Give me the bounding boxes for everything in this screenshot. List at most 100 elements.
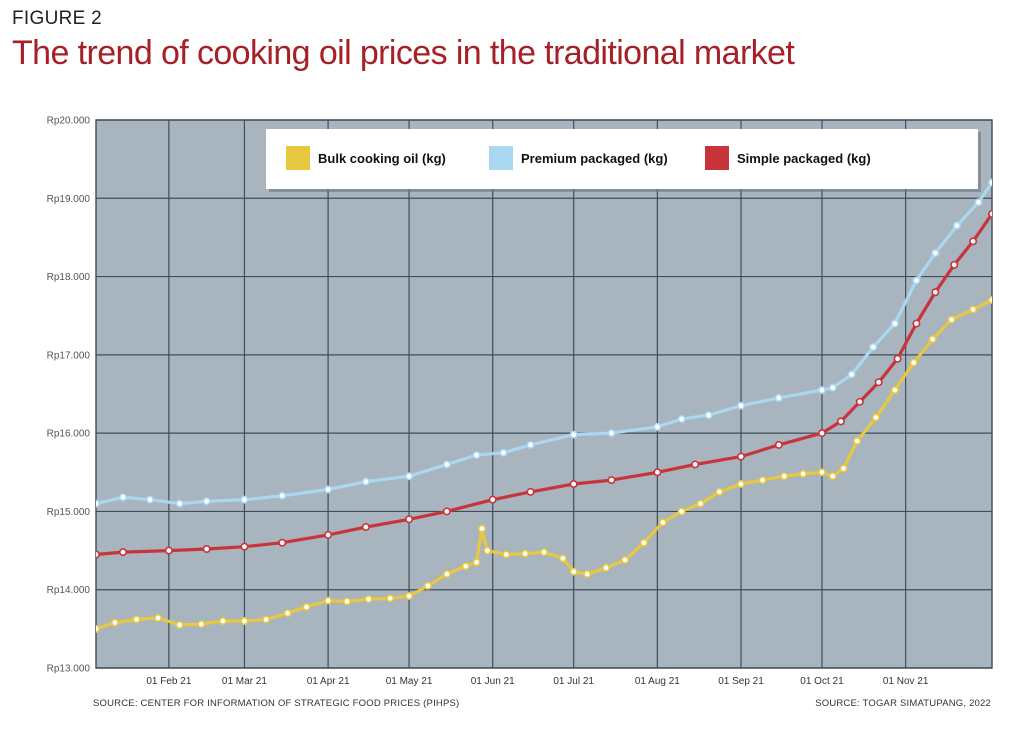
source-left: SOURCE: CENTER FOR INFORMATION OF STRATE… [93,698,460,709]
data-point [302,602,311,611]
data-point [828,472,837,481]
data-point [909,358,918,367]
data-point [569,480,578,489]
data-point [278,491,287,500]
data-point [145,495,154,504]
data-point [620,555,629,564]
data-point [488,495,497,504]
data-point [558,554,567,563]
series-2 [96,209,992,559]
data-point [607,476,616,485]
data-point [677,507,686,516]
data-point [405,472,414,481]
series-line [96,212,992,557]
legend-swatch [286,146,310,170]
data-point [386,594,395,603]
data-point [361,477,370,486]
data-point [871,413,880,422]
data-point [154,613,163,622]
data-point [988,209,992,218]
data-point [817,468,826,477]
data-point [472,558,481,567]
legend-label: Bulk cooking oil (kg) [318,151,446,166]
x-tick-label: 01 Sep 21 [718,676,764,687]
data-point [278,538,287,547]
data-point [799,469,808,478]
data-point [164,546,173,555]
data-point [839,464,848,473]
data-point [969,305,978,314]
data-point [869,343,878,352]
plot-border [95,119,993,669]
data-point [499,448,508,457]
y-tick-label: Rp17.000 [47,350,91,361]
data-point [828,383,837,392]
data-point [202,497,211,506]
data-point [442,570,451,579]
data-point [262,615,271,624]
data-point [737,480,746,489]
data-point [96,499,100,508]
data-point [931,249,940,258]
y-tick-label: Rp14.000 [47,585,91,596]
data-point [405,591,414,600]
data-point [283,609,292,618]
legend-swatch [705,146,729,170]
data-point [110,618,119,627]
data-point [521,549,530,558]
data-point [969,237,978,246]
series-0 [96,296,992,633]
data-point [653,468,662,477]
chart-title: The trend of cooking oil prices in the t… [12,34,795,72]
data-point [653,422,662,431]
data-point [483,546,492,555]
x-tick-label: 01 May 21 [386,676,433,687]
data-point [715,487,724,496]
y-tick-label: Rp13.000 [47,664,91,675]
data-point [890,319,899,328]
data-point [132,615,141,624]
data-point [602,563,611,572]
x-tick-label: 01 Apr 21 [307,676,350,687]
data-point [988,296,992,305]
data-point [912,319,921,328]
data-point [442,507,451,516]
data-point [817,429,826,438]
data-point [988,178,992,187]
legend-label: Premium packaged (kg) [521,151,668,166]
data-point [774,440,783,449]
data-point [928,335,937,344]
data-point [423,581,432,590]
x-tick-label: 01 Jun 21 [471,676,515,687]
data-point [931,288,940,297]
y-tick-label: Rp18.000 [47,272,91,283]
data-point [737,452,746,461]
figure-label: FIGURE 2 [12,8,103,29]
data-point [780,472,789,481]
data-point [639,538,648,547]
data-point [847,370,856,379]
data-point [526,487,535,496]
data-point [202,545,211,554]
data-point [947,315,956,324]
data-point [526,440,535,449]
data-point [539,548,548,557]
data-point [817,386,826,395]
y-tick-label: Rp20.000 [47,116,91,127]
data-point [175,499,184,508]
data-point [240,542,249,551]
data-point [583,570,592,579]
data-point [502,550,511,559]
plot-area [96,120,992,668]
data-point [118,493,127,502]
data-point [240,617,249,626]
data-point [324,485,333,494]
y-tick-label: Rp16.000 [47,429,91,440]
y-tick-label: Rp15.000 [47,507,91,518]
data-point [472,451,481,460]
data-point [324,530,333,539]
data-point [96,624,100,633]
source-right: SOURCE: TOGAR SIMATUPANG, 2022 [815,698,991,709]
data-point [691,460,700,469]
